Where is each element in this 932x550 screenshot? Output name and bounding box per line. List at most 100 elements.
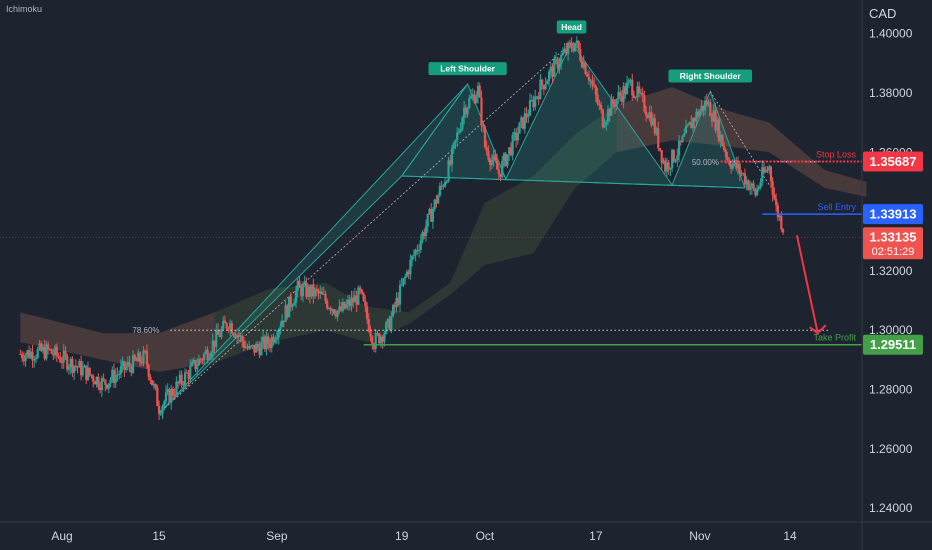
candle: [62, 344, 65, 369]
candle: [719, 130, 722, 148]
candle-body: [755, 188, 759, 196]
candle: [201, 357, 204, 365]
candle: [274, 335, 277, 345]
candle: [454, 139, 457, 150]
candle-body: [662, 160, 665, 163]
candle-body: [525, 113, 528, 118]
candle-body: [740, 173, 743, 175]
time-axis[interactable]: Aug 15 Sep 19 Oct 17 Nov 14: [0, 521, 932, 543]
candle-body: [102, 378, 105, 380]
currency-label: CAD: [869, 6, 896, 21]
candle-body: [551, 66, 554, 77]
candle: [729, 161, 733, 174]
candle: [331, 308, 334, 317]
candle-body: [308, 286, 311, 297]
candle: [248, 340, 251, 351]
candle-body: [393, 304, 396, 308]
y-tick-label: 1.40000: [869, 27, 913, 41]
candle: [749, 180, 752, 196]
candle: [367, 313, 370, 333]
candle: [99, 381, 102, 394]
candle-body: [97, 376, 100, 388]
candle-body: [497, 169, 500, 174]
candle: [29, 348, 32, 360]
candle: [41, 344, 45, 354]
candle-body: [674, 159, 677, 162]
candle-body: [152, 384, 155, 386]
candle: [752, 180, 755, 192]
projection-arrowhead: [809, 324, 827, 335]
candle-body: [461, 117, 464, 129]
candle-body: [99, 387, 102, 391]
candle: [778, 214, 781, 222]
indicator-label[interactable]: Ichimoku: [6, 4, 43, 14]
y-tick-label: 1.26000: [869, 442, 913, 456]
candle-body: [599, 104, 603, 110]
candle: [655, 126, 658, 136]
candle: [463, 100, 466, 125]
candle: [532, 95, 535, 112]
candle-body: [310, 284, 313, 297]
candle-body: [173, 394, 176, 396]
price-axis[interactable]: CAD1.400001.380001.360001.320001.300001.…: [861, 0, 913, 550]
candle: [710, 112, 714, 128]
candle-body: [307, 286, 310, 297]
candle-body: [634, 97, 637, 99]
candle: [561, 47, 565, 56]
candle-body: [319, 291, 322, 294]
candle: [383, 330, 386, 347]
candle-body: [412, 255, 415, 257]
candle: [144, 349, 147, 354]
candle-body: [93, 381, 97, 385]
candle: [492, 148, 495, 167]
candle: [416, 244, 419, 255]
candle: [57, 352, 60, 360]
candle-body: [126, 362, 129, 367]
candle: [572, 42, 575, 53]
candle-body: [34, 357, 38, 360]
level-name: Take Profit: [813, 333, 856, 343]
candle-body: [258, 347, 261, 356]
candle-body: [378, 333, 381, 344]
candle: [469, 89, 473, 100]
candle-body: [516, 133, 519, 141]
candle-body: [664, 160, 667, 172]
candle-body: [509, 147, 513, 156]
candle: [693, 116, 696, 129]
candle-body: [729, 164, 733, 169]
candle-body: [603, 125, 606, 128]
price-badge[interactable]: 1.35687: [863, 151, 923, 172]
price-badge[interactable]: 1.33913: [863, 204, 923, 225]
candle-body: [86, 367, 90, 380]
candle-body: [541, 79, 544, 86]
candle: [762, 161, 766, 175]
candle: [206, 346, 209, 364]
candle-body: [419, 240, 422, 250]
candle: [617, 84, 620, 104]
candle-body: [298, 280, 301, 287]
candle-body: [769, 166, 773, 182]
candle: [457, 127, 461, 135]
candle-body: [317, 290, 320, 294]
candle: [501, 156, 504, 179]
candle: [138, 351, 142, 367]
candle: [473, 89, 476, 104]
candle-body: [114, 374, 117, 383]
candle-body: [29, 351, 32, 358]
candle: [229, 319, 232, 337]
candle-body: [67, 367, 71, 370]
candle-body: [203, 353, 206, 361]
candle-body: [456, 132, 459, 140]
candle: [177, 380, 180, 389]
candle: [570, 37, 573, 53]
candle: [497, 162, 500, 179]
candle: [433, 198, 436, 212]
candle-body: [705, 100, 708, 105]
candle-body: [492, 155, 495, 161]
candle-body: [677, 140, 681, 156]
candle-body: [759, 182, 762, 188]
candle-body: [379, 336, 383, 344]
price-badge[interactable]: 1.29511: [863, 334, 923, 355]
